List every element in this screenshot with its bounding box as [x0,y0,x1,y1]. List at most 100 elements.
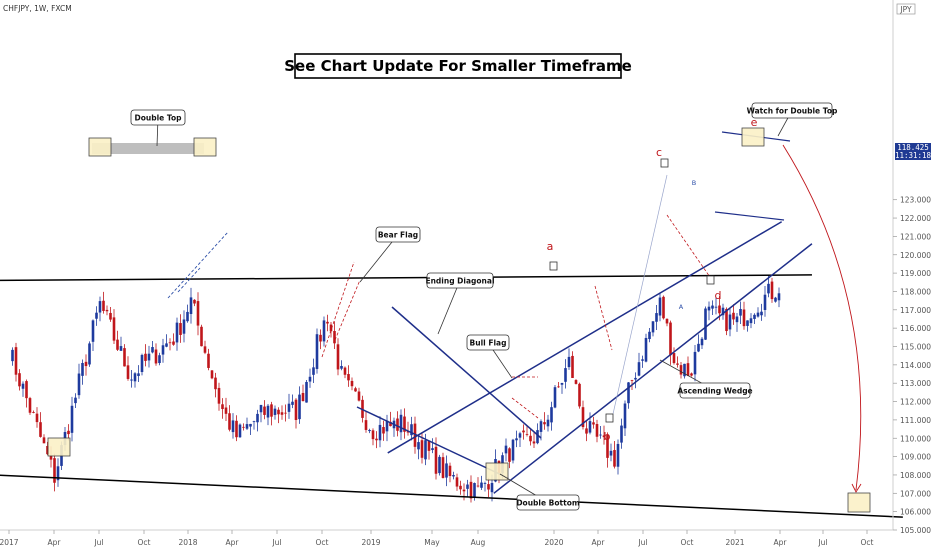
candle-body [25,381,28,399]
x-tick-label: Jul [271,538,281,547]
candle-body [420,440,424,458]
candle-body [592,422,595,425]
candle-body [371,430,375,440]
candle-body [301,392,305,402]
candle-body [742,309,746,327]
candle-body [686,363,690,376]
y-tick-label: 122.000 [900,214,931,223]
candle-body [14,347,18,375]
candle-body [585,428,588,434]
candle-body [756,312,760,317]
candle-body [140,354,144,372]
y-tick-label: 111.000 [900,416,931,425]
candle-body [606,434,609,458]
candle-body [329,324,333,332]
candle-body [151,347,154,353]
candle-body [483,483,487,484]
candle-body [368,430,371,432]
candle-body [280,412,284,415]
wave-c-marker [660,158,669,168]
candle-body [704,308,707,340]
candle-body [627,382,630,404]
double-top-box [130,109,186,126]
candle-body [599,434,602,436]
candle-body [70,405,74,433]
candle-body [459,485,462,490]
candle-body [658,297,662,316]
candle-body [95,312,98,319]
candle-body [452,475,455,477]
chart-title: See Chart Update For Smaller Timeframe [284,57,632,75]
candle-body [298,394,301,420]
candle-body [119,346,123,351]
wave-label-a: a [547,240,554,253]
wave-d-marker [706,275,715,285]
candle-body [42,437,46,444]
bull-flag-box [466,334,510,351]
x-tick-label: Oct [681,538,694,547]
y-tick-label: 106.000 [900,508,931,517]
candle-body [221,404,224,410]
candle-body [532,441,536,444]
candle-body [725,308,728,332]
wave-b-marker [605,413,614,423]
double-top-label: Double Top [135,114,183,123]
candle-body [84,361,88,367]
candle-body [413,423,417,447]
candle-body [123,348,126,367]
candle-body [553,387,557,408]
candle-body [473,483,476,498]
ending-diagonal-upper [391,306,542,439]
trendline-3 [387,221,783,454]
candle-body [707,306,711,311]
x-axis-ticks: 2017 Apr Jul Oct 2018 Apr Jul Oct 2019 May Aug 2020… [0,530,874,547]
candle-body [284,412,287,414]
candle-body [175,322,179,343]
candle-body [557,386,560,388]
candle-body [18,373,21,387]
bear-flag-pointer [359,234,399,283]
currency-badge[interactable]: JPY [899,5,912,14]
title-box [294,53,622,79]
ending-diagonal-pointer [437,280,461,335]
candle-body [21,383,25,389]
candle-body [364,420,368,430]
candle-body [46,445,49,455]
wave-a-marker [549,261,558,271]
price-countdown: 11:31:18 [895,151,932,160]
candle-body [315,334,319,369]
double-bottom-box [516,494,580,511]
candle-body [504,445,508,454]
candle-body [690,373,693,376]
candle-body [308,376,312,382]
candle-body [347,374,350,381]
candle-body [382,427,385,434]
x-tick-label: Apr [48,538,62,547]
candle-body [760,311,763,316]
candle-body [91,320,95,342]
candle-body [676,363,679,365]
x-tick-label: Oct [138,538,151,547]
y-tick-label: 110.000 [900,434,931,443]
candle-body [259,404,263,413]
candle-body [732,312,735,320]
candle-body [718,305,721,314]
candle-body [735,316,739,323]
candle-body [651,321,655,333]
y-tick-label: 105.000 [900,526,931,535]
candle-body [396,418,399,431]
candle-body [511,439,515,461]
wave-label-d: d [715,289,722,302]
candle-body [490,482,494,493]
candle-body [581,407,585,428]
x-tick-label: Jul [93,538,103,547]
trendline-1 [0,474,903,518]
candle-body [375,438,378,441]
symbol-info: CHFJPY, 1W, FXCM [3,4,72,13]
candle-body [179,323,182,335]
price-value: 118.425 [897,143,929,152]
x-tick-label: 2018 [178,538,197,547]
candle-body [252,421,256,423]
